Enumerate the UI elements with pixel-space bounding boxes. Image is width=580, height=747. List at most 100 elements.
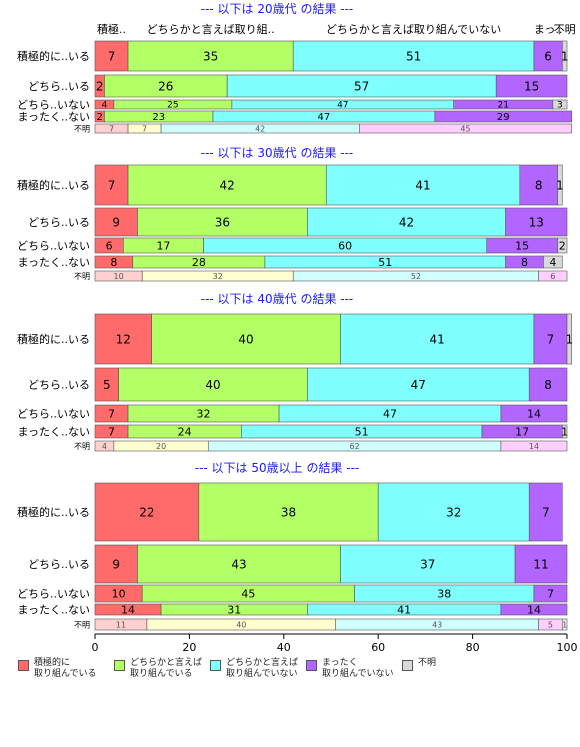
data-label: 36: [215, 215, 230, 229]
row-label: どちら..いる: [28, 379, 90, 392]
row-label: どちら..いない: [17, 99, 90, 112]
bar-segment: [500, 440, 568, 452]
legend-swatch-0: [18, 660, 29, 671]
data-label: 43: [432, 620, 442, 629]
x-tick-label: 80: [466, 641, 480, 654]
data-label: 31: [227, 603, 241, 616]
data-label: 42: [220, 178, 235, 192]
data-label: 11: [116, 620, 126, 629]
data-label: 41: [415, 178, 430, 192]
bar-segment: [94, 482, 200, 542]
data-label: 10: [112, 587, 126, 600]
data-label: 47: [411, 378, 426, 392]
data-label: 40: [238, 332, 253, 346]
data-label: 23: [152, 112, 165, 123]
bar-segment: [118, 367, 308, 402]
bar-segment: [127, 164, 327, 206]
row-label: 積極的に..いる: [17, 332, 90, 346]
row-label: まったく..ない: [17, 111, 90, 124]
data-label: 7: [108, 425, 115, 438]
bar-segment: [566, 313, 573, 365]
data-label: 42: [399, 215, 414, 229]
bar-segment: [505, 207, 568, 237]
data-label: 2: [96, 79, 104, 93]
x-tick-label: 40: [277, 641, 291, 654]
bar-segment: [377, 482, 530, 542]
legend-label-1: どちらかと言えば 取り組んでいる: [130, 658, 203, 679]
bar-segment: [94, 164, 129, 206]
bar-segment: [528, 367, 568, 402]
bar-segment: [528, 482, 563, 542]
data-label: 47: [337, 101, 348, 111]
legend-swatch-1: [114, 660, 125, 671]
data-label: 45: [241, 587, 255, 600]
legend-item-1: どちらかと言えば 取り組んでいる: [114, 658, 202, 680]
legend-swatch-2: [210, 660, 221, 671]
header-label: どちらかと言えば取り組んでいない: [326, 23, 501, 36]
bar-segment: [533, 313, 568, 365]
data-label: 21: [498, 101, 509, 111]
data-label: 43: [231, 557, 246, 571]
data-label: 11: [533, 557, 548, 571]
legend-swatch-3: [306, 660, 317, 671]
data-label: 25: [167, 101, 178, 111]
header-label: どちらかと言えば取り組..: [147, 23, 275, 36]
row-label: 不明: [74, 621, 90, 630]
data-label: 7: [542, 505, 550, 519]
bar-segment: [94, 313, 152, 365]
row-label: まったく..ない: [17, 426, 90, 439]
data-label: 45: [460, 124, 470, 133]
data-label: 47: [318, 112, 331, 123]
data-label: 7: [108, 49, 116, 63]
data-label: 7: [547, 332, 555, 346]
data-label: 7: [547, 587, 554, 600]
data-label: 14: [527, 407, 541, 420]
bar-segment: [500, 404, 568, 423]
data-label: 17: [515, 425, 529, 438]
data-label: 1: [561, 49, 569, 63]
data-label: 41: [430, 332, 445, 346]
legend-label-2: どちらかと言えば 取り組んでいない: [226, 658, 299, 679]
bar-segment: [500, 603, 568, 616]
x-tick-label: 0: [92, 641, 99, 654]
data-label: 8: [521, 256, 528, 269]
bar-segment: [94, 544, 138, 584]
x-tick-label: 20: [182, 641, 196, 654]
data-label: 14: [529, 442, 539, 451]
header-label: 積極..: [97, 22, 126, 36]
data-label: 40: [205, 378, 220, 392]
data-label: 29: [497, 112, 510, 123]
bar-segment: [127, 40, 294, 72]
row-label: 不明: [74, 272, 90, 281]
bar-segment: [543, 255, 563, 269]
bar-segment: [137, 207, 308, 237]
data-label: 22: [139, 505, 154, 519]
legend-label-3: まったく 取り組んでいない: [322, 658, 394, 679]
row-label: どちら..いない: [17, 408, 90, 421]
header-label: 不明: [554, 23, 576, 36]
data-label: 1: [566, 332, 574, 346]
data-label: 4: [102, 442, 107, 451]
row-label: まったく..ない: [17, 604, 90, 617]
legend-label-4: 不明: [418, 658, 437, 668]
row-label: どちら..いる: [28, 216, 90, 229]
bar-segment: [151, 313, 341, 365]
panel-title: --- 以下は 40歳代 の結果 ---: [201, 292, 354, 306]
data-label: 15: [524, 79, 539, 93]
bar-segment: [340, 544, 516, 584]
bar-segment: [561, 40, 568, 72]
legend-item-2: どちらかと言えば 取り組んでいない: [210, 658, 298, 680]
bar-segment: [307, 207, 506, 237]
data-label: 60: [338, 239, 352, 252]
row-label: どちら..いない: [17, 240, 90, 253]
data-label: 32: [213, 272, 223, 281]
data-label: 10: [114, 272, 124, 281]
data-label: 35: [203, 49, 218, 63]
data-label: 51: [406, 49, 421, 63]
x-tick-label: 100: [557, 641, 578, 654]
row-label: まったく..ない: [17, 256, 90, 269]
data-label: 7: [142, 124, 147, 133]
data-label: 32: [197, 407, 211, 420]
data-label: 3: [557, 101, 563, 111]
header-label: まっ..: [534, 23, 563, 36]
